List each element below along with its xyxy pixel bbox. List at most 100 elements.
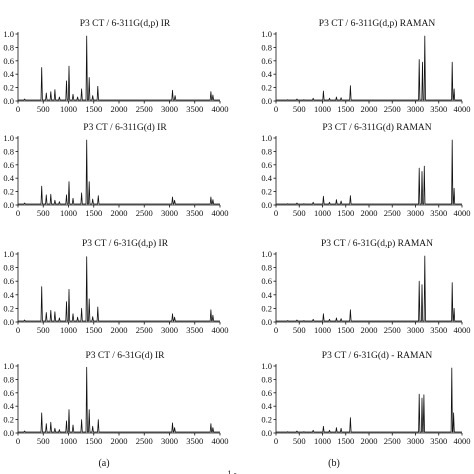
y-tick-label: 0.4 [261, 69, 272, 79]
y-tick-label: 0.8 [3, 146, 14, 156]
x-tick-label: 1000 [314, 325, 331, 335]
x-tick-label: 1500 [85, 208, 102, 218]
chart-6: P3 CT / 6-311G(d) RAMAN 0 500 1000 1500 2000 2… [261, 122, 470, 218]
x-tick-label: 2500 [384, 104, 401, 114]
x-tick-label: 1500 [337, 436, 354, 446]
y-tick-label: 0.6 [3, 160, 14, 170]
x-tick-label: 1000 [60, 104, 77, 114]
y-tick-label: 0.2 [3, 303, 14, 313]
x-tick-label: 3000 [161, 436, 178, 446]
x-tick-label: 0 [274, 104, 278, 114]
x-tick-label: 500 [293, 208, 306, 218]
x-tick-label: 0 [274, 208, 278, 218]
y-tick-label: 0.8 [3, 42, 14, 52]
x-tick-label: 3500 [430, 104, 447, 114]
y-tick-label: 0.0 [261, 317, 272, 327]
x-tick-label: 1500 [337, 325, 354, 335]
x-tick-label: 1000 [60, 208, 77, 218]
x-tick-label: 2500 [136, 104, 153, 114]
x-tick-label: 2000 [361, 325, 378, 335]
x-tick-label: 500 [293, 104, 306, 114]
y-tick-label: 0.8 [3, 374, 14, 384]
spectrum-line [276, 367, 462, 433]
x-tick-label: 4000 [454, 104, 471, 114]
chart-title: P3 CT / 6-311G(d) IR [83, 122, 167, 133]
y-tick-label: 0.6 [3, 388, 14, 398]
x-tick-label: 1500 [337, 104, 354, 114]
x-tick-label: 4000 [212, 436, 229, 446]
chart-7: P3 CT / 6-31G(d,p) RAMAN 0 500 1000 1500 2000… [261, 238, 470, 335]
x-tick-label: 1000 [60, 436, 77, 446]
x-tick-label: 1500 [85, 436, 102, 446]
y-tick-label: 0.4 [3, 290, 14, 300]
x-tick-label: 4000 [212, 208, 229, 218]
chart-2: P3 CT / 6-311G(d) IR 0 500 1000 1500 2000 2500… [3, 122, 228, 218]
x-tick-label: 3500 [430, 208, 447, 218]
x-tick-label: 3500 [186, 208, 203, 218]
y-tick-label: 0.2 [3, 415, 14, 425]
x-tick-label: 1500 [85, 325, 102, 335]
x-tick-label: 500 [293, 436, 306, 446]
chart-title: P3 CT / 6-311G(d,p) RAMAN [319, 18, 436, 29]
x-tick-label: 3000 [161, 208, 178, 218]
x-tick-label: 500 [37, 436, 50, 446]
x-tick-label: 500 [293, 325, 306, 335]
y-tick-label: 0.2 [261, 83, 272, 93]
y-tick-label: 0.4 [3, 69, 14, 79]
chart-5: P3 CT / 6-311G(d,p) RAMAN 0 500 1000 1500 200… [261, 18, 470, 114]
y-tick-label: 0.8 [261, 263, 272, 273]
chart-title: P3 CT / 6-31G(d) IR [86, 350, 166, 361]
x-tick-label: 3500 [186, 436, 203, 446]
x-tick-label: 3500 [186, 325, 203, 335]
y-tick-label: 0.8 [261, 374, 272, 384]
x-tick-label: 3000 [407, 208, 424, 218]
x-tick-label: 1000 [60, 325, 77, 335]
x-tick-label: 3500 [430, 325, 447, 335]
x-tick-label: 1000 [314, 208, 331, 218]
y-tick-label: 0.2 [3, 187, 14, 197]
y-tick-label: 0.4 [261, 401, 272, 411]
x-tick-label: 2500 [136, 436, 153, 446]
charts-group: P3 CT / 6-311G(d,p) IR 0 500 1000 1500 2000 25… [3, 18, 470, 446]
chart-title: P3 CT / 6-311G(d,p) IR [80, 18, 171, 29]
y-tick-label: 0.0 [3, 200, 14, 210]
x-tick-label: 0 [274, 325, 278, 335]
x-tick-label: 1000 [314, 104, 331, 114]
x-tick-label: 3000 [407, 325, 424, 335]
x-tick-label: 2500 [136, 325, 153, 335]
spectrum-line [276, 255, 462, 322]
y-tick-label: 0.6 [261, 160, 272, 170]
x-tick-label: 2000 [111, 325, 128, 335]
x-tick-label: 0 [16, 208, 20, 218]
chart-1: P3 CT / 6-311G(d,p) IR 0 500 1000 1500 2000 25… [3, 18, 228, 114]
x-tick-label: 2000 [111, 208, 128, 218]
y-tick-label: 0.6 [261, 276, 272, 286]
x-tick-label: 0 [16, 104, 20, 114]
y-tick-label: 0.2 [261, 187, 272, 197]
x-tick-label: 2000 [111, 436, 128, 446]
y-tick-label: 1.0 [3, 249, 14, 259]
y-tick-label: 1.0 [3, 361, 14, 371]
y-tick-label: 0.0 [261, 96, 272, 106]
spectrum-line [18, 35, 220, 101]
x-tick-label: 0 [16, 325, 20, 335]
x-tick-label: 4000 [212, 325, 229, 335]
x-tick-label: 3000 [407, 436, 424, 446]
y-tick-label: 0.4 [3, 401, 14, 411]
y-tick-label: 0.0 [3, 317, 14, 327]
x-tick-label: 1500 [337, 208, 354, 218]
y-tick-label: 0.0 [3, 428, 14, 438]
x-tick-label: 3500 [186, 104, 203, 114]
y-tick-label: 0.8 [3, 263, 14, 273]
x-tick-label: 0 [274, 436, 278, 446]
x-tick-label: 2500 [384, 436, 401, 446]
spectrum-line [276, 139, 462, 205]
chart-title: P3 CT / 6-311G(d) RAMAN [322, 122, 431, 133]
panel-label-a: (a) [98, 458, 109, 469]
x-tick-label: 4000 [454, 208, 471, 218]
y-tick-label: 0.2 [261, 415, 272, 425]
chart-title: P3 CT / 6-31G(d) - RAMAN [322, 350, 433, 361]
x-tick-label: 2500 [384, 208, 401, 218]
y-tick-label: 0.6 [3, 56, 14, 66]
